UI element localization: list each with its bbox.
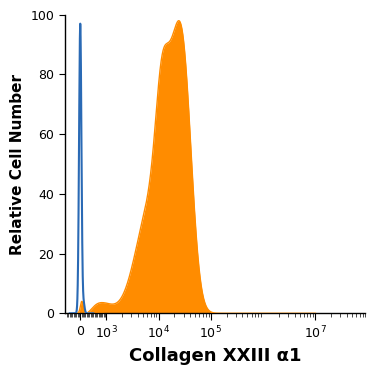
Y-axis label: Relative Cell Number: Relative Cell Number [10,74,25,255]
X-axis label: Collagen XXIII α1: Collagen XXIII α1 [129,347,301,365]
